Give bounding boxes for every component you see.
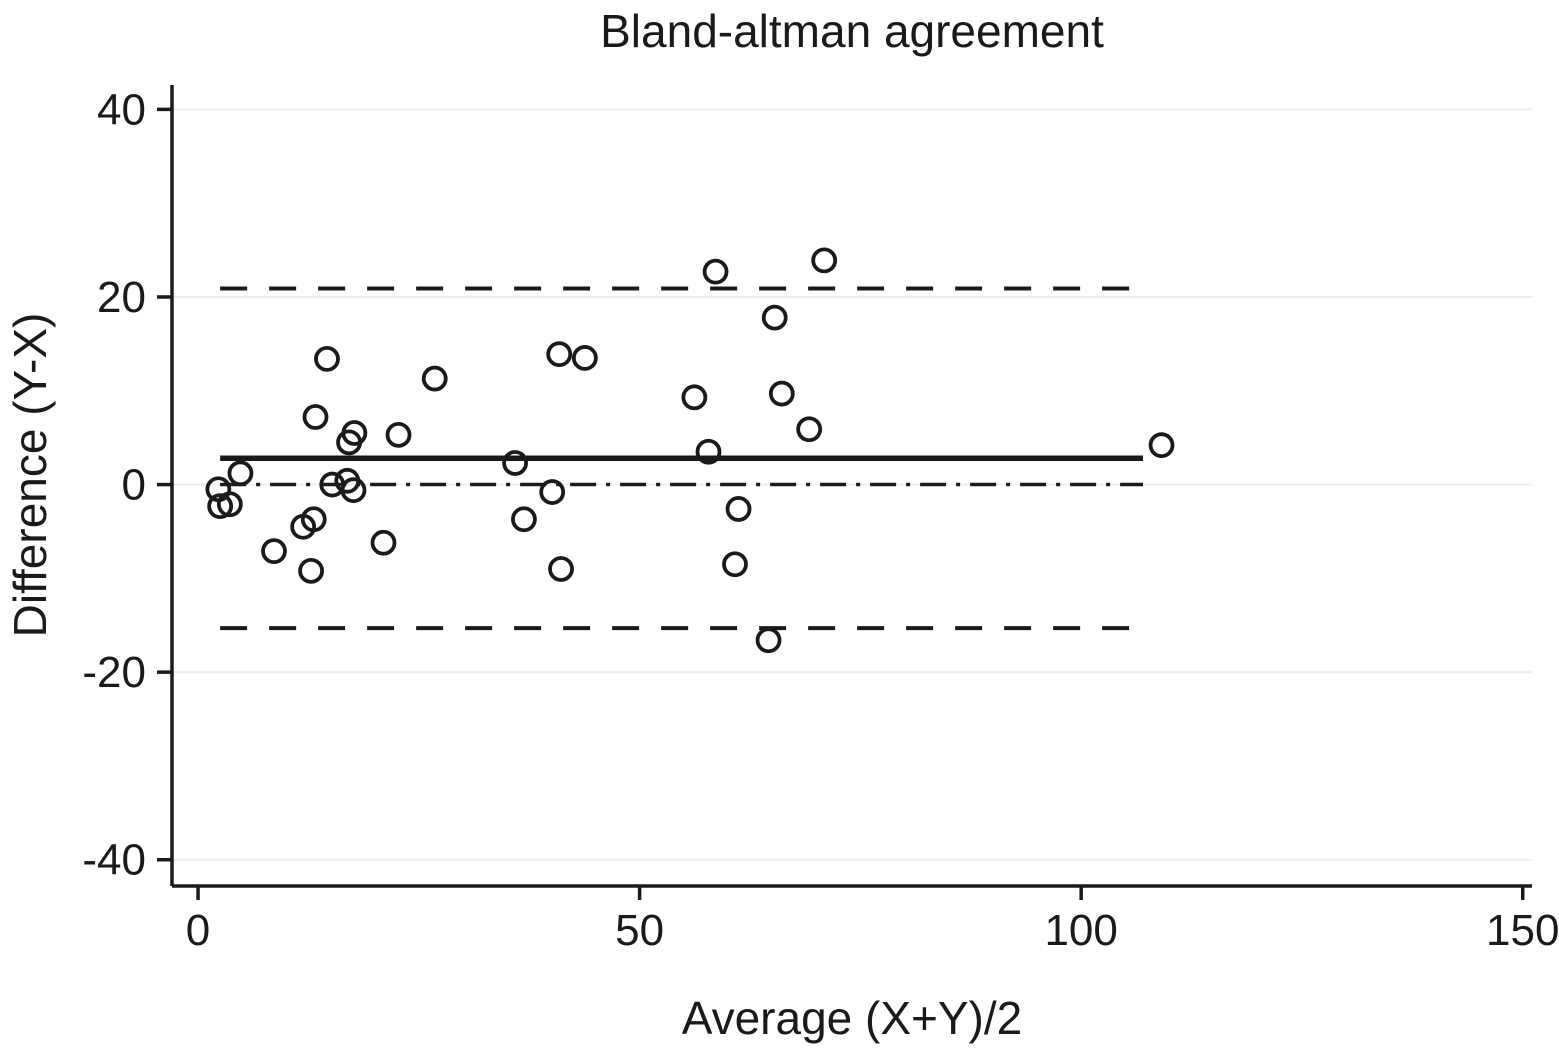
scatter-point [796, 416, 823, 443]
scatter-point [695, 438, 722, 465]
scatter-point [548, 556, 574, 582]
chart-title: Bland-altman agreement [600, 5, 1104, 57]
scatter-point [571, 345, 598, 371]
scatter-point [227, 460, 254, 487]
scatter-point [261, 538, 287, 565]
x-tick-label: 0 [186, 906, 210, 955]
scatter-point [302, 404, 329, 430]
y-tick-label: 40 [97, 85, 146, 134]
scatter-point [768, 380, 795, 407]
scatter-point [761, 304, 788, 331]
x-axis-title: Average (X+Y)/2 [681, 992, 1023, 1044]
scatter-point [811, 247, 838, 274]
scatter-point [511, 506, 537, 533]
scatter-point [722, 551, 748, 578]
scatter-point [725, 496, 752, 522]
y-tick-label: -40 [82, 836, 146, 885]
y-tick-label: 20 [97, 273, 146, 322]
y-tick-label: -20 [82, 648, 146, 697]
scatter-point [1148, 432, 1175, 459]
y-axis-title: Difference (Y-X) [4, 312, 56, 638]
scatter-point [370, 529, 397, 556]
x-tick-label: 150 [1486, 906, 1559, 955]
x-tick-label: 50 [615, 906, 664, 955]
scatter-point [421, 365, 448, 392]
scatter-point [546, 341, 573, 368]
scatter-point [385, 421, 412, 448]
scatter-point [702, 258, 729, 285]
scatter-point [755, 627, 782, 654]
scatter-point [502, 450, 528, 476]
scatter-point [216, 491, 243, 518]
scatter-point [300, 506, 327, 533]
scatter-point [681, 384, 708, 411]
scatter-point [314, 345, 340, 372]
scatter-point [340, 477, 367, 504]
x-tick-label: 100 [1044, 906, 1117, 955]
scatter-point [298, 557, 324, 584]
scatter-point [207, 493, 234, 520]
scatter-point [539, 479, 566, 505]
scatter-point [341, 420, 368, 446]
y-tick-label: 0 [122, 461, 146, 510]
